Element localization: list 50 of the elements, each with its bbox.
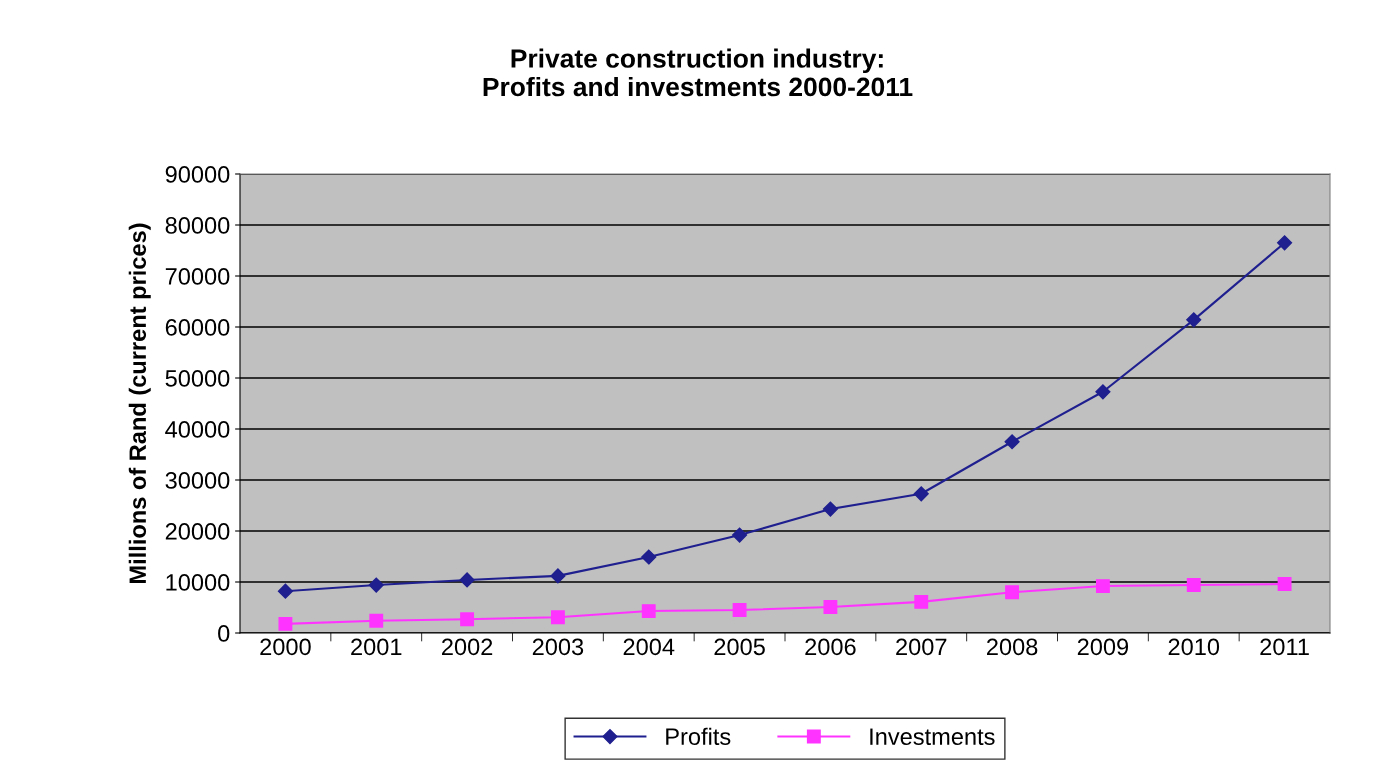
y-tick-label: 0 bbox=[218, 625, 230, 642]
x-tick-label: 2005 bbox=[714, 638, 765, 656]
x-tick-label: 2008 bbox=[987, 638, 1038, 656]
point bbox=[1004, 434, 1020, 450]
y-tick-label: 50000 bbox=[165, 370, 230, 387]
legend-label: Investments bbox=[870, 728, 995, 746]
point bbox=[914, 594, 929, 609]
point bbox=[550, 610, 565, 625]
point bbox=[823, 600, 838, 614]
chart-title: Private construction industry: Profits and investments 2000-2011 bbox=[483, 48, 913, 97]
point bbox=[1186, 578, 1201, 593]
y-axis-title: Millions of Rand (current prices) bbox=[128, 223, 151, 583]
point bbox=[459, 572, 475, 588]
y-tick-label: 90000 bbox=[165, 166, 230, 183]
point bbox=[641, 604, 656, 619]
x-tick-label: 2000 bbox=[260, 638, 311, 656]
x-tick-label: 2010 bbox=[1168, 638, 1220, 656]
x-tick-label: 2003 bbox=[532, 638, 584, 656]
point bbox=[732, 603, 747, 617]
x-tick-label: 2011 bbox=[1260, 638, 1309, 656]
x-tick-label: 2002 bbox=[442, 638, 493, 656]
y-tick-label: 20000 bbox=[165, 523, 230, 540]
point bbox=[913, 486, 929, 502]
x-tick-label: 2004 bbox=[623, 638, 675, 656]
x-tick-label: 2006 bbox=[805, 638, 856, 656]
y-tick-label: 60000 bbox=[165, 319, 230, 336]
point bbox=[1277, 235, 1293, 251]
point bbox=[1277, 577, 1292, 591]
y-tick-label: 70000 bbox=[165, 268, 230, 285]
y-tick-label: 10000 bbox=[166, 574, 230, 591]
x-tick-label: 2009 bbox=[1077, 638, 1129, 656]
point bbox=[550, 568, 566, 584]
x-tick-label: 2007 bbox=[896, 638, 947, 656]
legend-label: Profits bbox=[666, 727, 731, 746]
point bbox=[1186, 312, 1202, 328]
y-tick-label: 30000 bbox=[165, 472, 230, 489]
y-tick-label: 40000 bbox=[165, 421, 230, 438]
point bbox=[368, 577, 384, 593]
point bbox=[822, 501, 838, 517]
point bbox=[369, 613, 384, 628]
point bbox=[732, 527, 748, 543]
point bbox=[1095, 384, 1111, 400]
point bbox=[278, 616, 293, 631]
x-tick-label: 2001 bbox=[351, 638, 402, 656]
point bbox=[1005, 585, 1020, 600]
point bbox=[460, 612, 475, 627]
y-tick-label: 80000 bbox=[165, 217, 230, 234]
point bbox=[641, 549, 657, 565]
point bbox=[277, 583, 293, 599]
point bbox=[1095, 579, 1110, 594]
